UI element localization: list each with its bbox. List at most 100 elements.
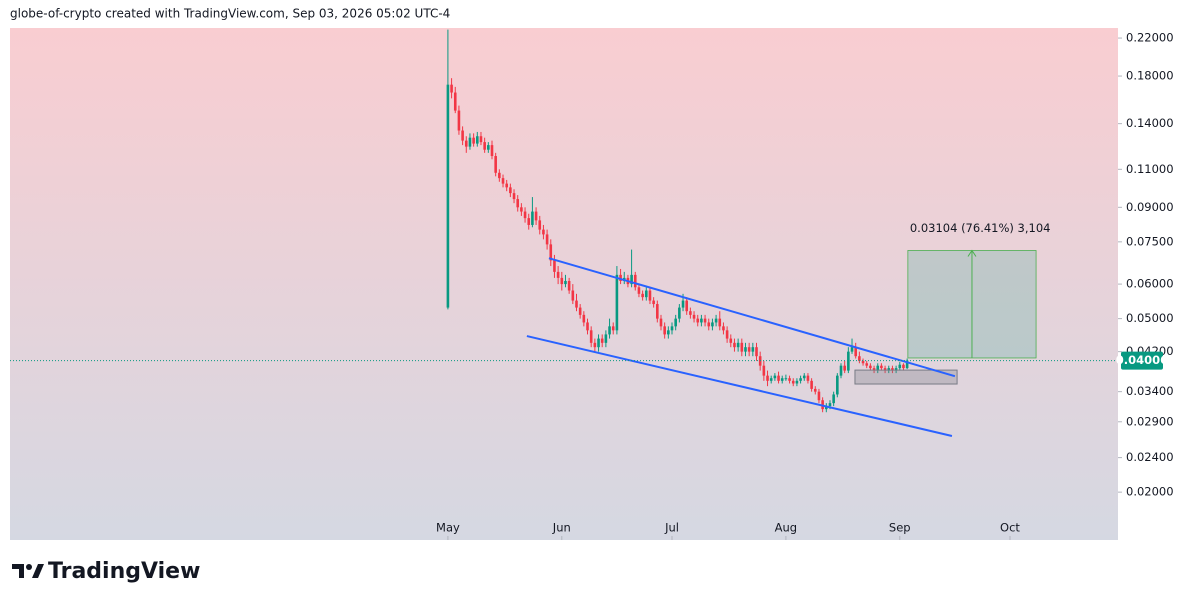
candle-body — [696, 318, 700, 323]
candle-body — [894, 368, 898, 371]
candle-body — [722, 326, 725, 331]
candle-body — [615, 274, 619, 331]
candle-body — [545, 234, 549, 245]
candle-body — [567, 280, 571, 291]
candle-body — [549, 244, 553, 261]
candle-body — [564, 280, 567, 285]
trendline — [526, 335, 953, 437]
y-tick-label: 0.02900 — [1126, 414, 1174, 428]
candle-body — [659, 318, 663, 327]
candle-body — [538, 220, 542, 230]
y-tick-label: 0.02400 — [1126, 450, 1174, 464]
candle-body — [582, 314, 586, 323]
candle-body — [667, 330, 670, 335]
candle-body — [490, 145, 494, 157]
candle-body — [744, 347, 747, 352]
candle-body — [703, 318, 707, 323]
candle-body — [516, 199, 520, 208]
candle-body — [836, 375, 839, 395]
candle-body — [747, 347, 751, 352]
x-tick-label: Aug — [775, 521, 797, 535]
candle-body — [689, 311, 692, 315]
candle-body — [600, 338, 604, 343]
y-tick-label: 0.05000 — [1126, 311, 1174, 325]
candle-body — [773, 375, 777, 379]
candle-body — [446, 84, 450, 308]
candle-body — [872, 368, 876, 371]
trendline — [548, 257, 956, 378]
candle-body — [656, 304, 659, 319]
candle-body — [905, 360, 909, 369]
candle-body — [509, 187, 512, 194]
candle-body — [464, 140, 468, 147]
candle-body — [832, 394, 835, 404]
y-tick-label: 0.22000 — [1126, 31, 1174, 45]
candle-body — [468, 137, 472, 147]
candle-body — [501, 178, 505, 184]
candle-body — [795, 380, 799, 384]
candle-body — [854, 347, 857, 357]
candle-body — [788, 378, 791, 381]
candle-body — [483, 142, 486, 150]
y-tick-label: 0.06000 — [1126, 277, 1174, 291]
candle-body — [560, 277, 564, 285]
candle-body — [512, 193, 516, 200]
candle-body — [644, 290, 648, 298]
last-price-label: 0.04006 — [1116, 353, 1168, 367]
y-tick-label: 0.07500 — [1126, 234, 1174, 248]
candle-body — [736, 342, 740, 348]
candle-body — [619, 274, 622, 281]
candle-body — [847, 351, 850, 371]
candle-body — [586, 322, 589, 331]
brand-logo — [12, 564, 44, 578]
candle-body — [450, 84, 453, 93]
candle-body — [850, 347, 854, 352]
candle-body — [813, 388, 817, 392]
candle-body — [780, 378, 784, 381]
candle-body — [553, 260, 556, 272]
y-tick-label: 0.11000 — [1126, 162, 1174, 176]
candle-body — [542, 229, 545, 235]
candle-body — [593, 342, 597, 348]
last-price-box — [1121, 351, 1163, 370]
candle-body — [876, 365, 880, 371]
candle-body — [817, 391, 821, 401]
candle-body — [880, 365, 883, 369]
x-tick-label: May — [436, 521, 460, 535]
candle-body — [571, 290, 575, 301]
candle-body — [498, 172, 501, 179]
candle-body — [711, 322, 714, 327]
plot-layer — [446, 29, 909, 413]
range-box — [854, 369, 958, 385]
candle-body — [461, 130, 464, 141]
candle-body — [630, 274, 633, 285]
candle-body — [663, 326, 666, 335]
candle-body — [685, 300, 689, 312]
candle-body — [520, 207, 523, 212]
candle-body — [472, 137, 475, 144]
candle-body — [641, 293, 644, 298]
measure-arrowhead — [967, 249, 977, 257]
candle-body — [839, 365, 843, 376]
header: globe-of-crypto created with TradingView… — [10, 7, 450, 21]
candle-body — [475, 136, 479, 144]
candle-body — [902, 364, 905, 369]
candle-body — [531, 211, 534, 225]
candle-body — [784, 378, 788, 380]
candle-body — [766, 375, 769, 381]
candle-body — [725, 330, 729, 339]
x-tick-label: Jun — [552, 521, 571, 535]
candle-body — [777, 375, 780, 381]
candle-body — [799, 378, 802, 381]
candle-body — [648, 290, 652, 301]
candle-body — [762, 365, 766, 376]
candle-body — [887, 368, 891, 371]
candle-body — [556, 271, 560, 278]
candle-body — [534, 211, 538, 221]
candle-body — [733, 342, 736, 348]
x-tick-label: Oct — [1000, 521, 1020, 535]
y-tick-label: 0.18000 — [1126, 69, 1174, 83]
candle-body — [505, 183, 508, 188]
candle-body — [802, 375, 806, 379]
